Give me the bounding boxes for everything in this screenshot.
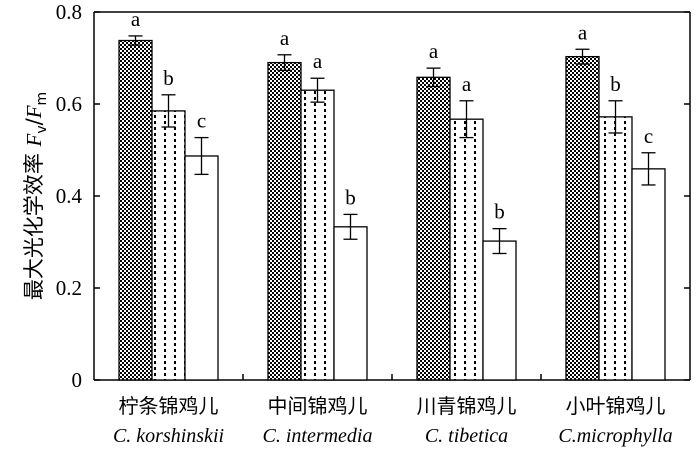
category-label-en: C. tibetica — [425, 425, 508, 447]
error-bars — [128, 35, 656, 255]
category-label-en: C. korshinskii — [113, 425, 224, 447]
category-label-cn: 小叶锦鸡儿 — [566, 394, 666, 418]
category-label-en: C.microphylla — [558, 425, 672, 447]
y-axis-label-slash: / — [22, 117, 46, 125]
y-axis-label-symbol-1: F — [22, 133, 46, 147]
bar — [267, 61, 302, 381]
bar — [598, 116, 633, 381]
y-tick-label: 0.8 — [56, 0, 82, 24]
bar — [416, 76, 451, 381]
y-tick-label: 0 — [72, 368, 83, 392]
bar — [184, 155, 219, 381]
significance-letter: a — [313, 49, 323, 73]
y-axis-label-symbol-2: F — [22, 105, 46, 119]
category-label-en: C. intermedia — [263, 425, 373, 447]
y-tick-label: 0.4 — [56, 184, 83, 208]
significance-letter: a — [280, 26, 290, 50]
significance-letter: c — [197, 109, 206, 133]
y-tick-label: 0.2 — [56, 276, 82, 300]
category-label-cn: 中间锦鸡儿 — [268, 394, 368, 418]
y-axis-label: 最大光化学效率 Fv/Fm — [22, 92, 50, 300]
bar — [300, 89, 335, 381]
x-ticks — [242, 374, 542, 380]
significance-letter: a — [578, 20, 588, 44]
significance-letter: a — [131, 7, 141, 31]
significance-letter: c — [644, 124, 653, 148]
significance-letter: a — [462, 72, 472, 96]
significance-letter: b — [345, 185, 356, 209]
bar — [151, 110, 186, 381]
significance-letter: b — [610, 72, 621, 96]
y-axis-label-sub-v: v — [34, 125, 50, 133]
significance-letter: b — [163, 66, 174, 90]
bar — [118, 39, 153, 381]
y-axis-label-sub-m: m — [34, 92, 50, 106]
bar — [565, 55, 600, 381]
category-labels: 柠条锦鸡儿 C. korshinskii 中间锦鸡儿 C. intermedia 川青锦… — [113, 394, 673, 447]
bar — [631, 168, 666, 381]
y-tick-label: 0.6 — [56, 92, 82, 116]
bars — [118, 39, 666, 381]
y-axis-label-text: 最大光化学效率 — [22, 153, 46, 300]
significance-letter: a — [429, 39, 439, 63]
category-label-cn: 川青锦鸡儿 — [417, 394, 517, 418]
bar — [482, 240, 517, 381]
bar — [333, 226, 368, 381]
y-ticks: 0 0.2 0.4 0.6 0.8 — [56, 0, 690, 392]
bar — [449, 118, 484, 381]
category-label-cn: 柠条锦鸡儿 — [119, 394, 219, 418]
significance-letter: b — [494, 200, 505, 224]
